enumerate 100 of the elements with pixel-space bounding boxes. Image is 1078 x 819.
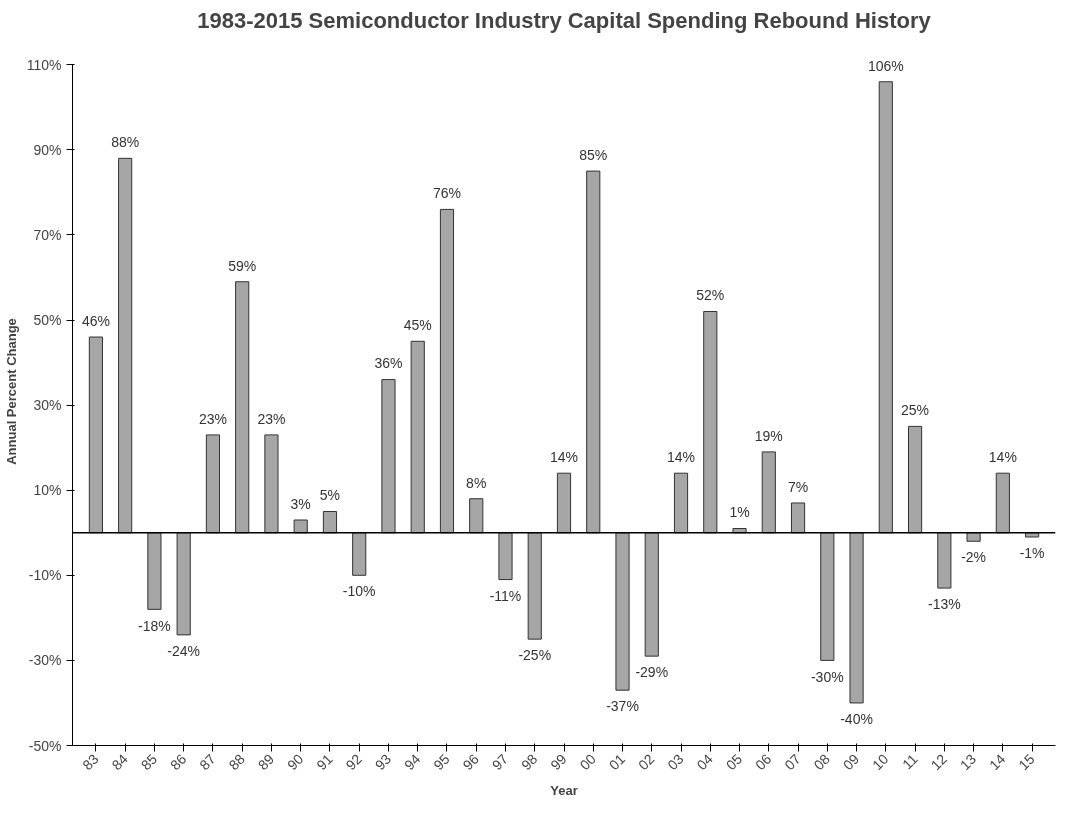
y-tick-label: 70%: [33, 226, 62, 243]
bar: [820, 532, 835, 661]
bar: [644, 532, 659, 657]
x-tick-label: 07: [781, 750, 804, 774]
x-tick-label: 08: [810, 750, 834, 774]
x-tick-label: 10: [869, 750, 892, 774]
x-tick-label: 96: [459, 750, 483, 774]
data-label: -40%: [840, 711, 873, 728]
y-tick-label: -10%: [28, 567, 62, 584]
data-label: -1%: [1019, 545, 1045, 562]
data-label: 5%: [319, 487, 341, 504]
bar: [615, 532, 630, 691]
x-tick-label: 09: [839, 750, 863, 774]
y-tick-label: 30%: [33, 397, 62, 414]
data-label: 88%: [111, 134, 140, 151]
x-tick-label: 01: [605, 750, 629, 774]
x-tick-label: 85: [137, 750, 161, 774]
x-tick-label: 04: [693, 750, 717, 774]
data-label: 1%: [729, 504, 750, 521]
x-tick-label: 97: [488, 750, 512, 774]
x-tick-label: 00: [576, 750, 600, 774]
bar: [527, 532, 542, 640]
x-tick-label: 05: [722, 750, 746, 774]
x-axis-title: Year: [550, 782, 578, 798]
bar: [118, 157, 133, 534]
x-tick-label: 86: [167, 750, 190, 774]
y-tick-label: -30%: [28, 652, 62, 669]
data-label: 7%: [787, 478, 809, 495]
data-label: -18%: [138, 617, 171, 634]
x-tick-label: 02: [635, 750, 658, 774]
data-label: -2%: [961, 549, 987, 566]
bar: [703, 311, 718, 534]
data-label: 52%: [696, 287, 725, 304]
y-tick-label: 90%: [33, 141, 62, 158]
x-tick-label: 88: [225, 750, 248, 774]
x-tick-label: 14: [986, 750, 1009, 774]
data-label: 85%: [579, 146, 608, 163]
x-tick-label: 06: [752, 750, 775, 774]
data-label: -10%: [342, 583, 376, 600]
bar: [147, 532, 162, 610]
bar: [937, 532, 952, 589]
bar: [293, 519, 308, 534]
bar: [205, 434, 221, 534]
bar: [88, 336, 103, 534]
data-label: 14%: [549, 449, 579, 466]
x-tick-label: 98: [518, 750, 541, 774]
x-tick-label: 84: [108, 750, 131, 774]
x-tick-label: 99: [547, 750, 570, 774]
y-tick-label: 50%: [33, 312, 62, 329]
data-label: -11%: [489, 587, 522, 604]
x-tick-label: 92: [342, 750, 366, 774]
data-label: 106%: [867, 57, 904, 74]
data-label: 14%: [667, 449, 696, 466]
data-label: -29%: [635, 664, 669, 681]
data-label: 76%: [432, 185, 461, 202]
data-label: -37%: [606, 698, 639, 715]
data-label: 25%: [901, 402, 930, 419]
data-label: 46%: [81, 312, 110, 329]
x-tick-label: 95: [430, 750, 453, 774]
data-label: 23%: [257, 410, 286, 427]
x-tick-label: 89: [254, 750, 278, 774]
data-label: 14%: [988, 449, 1017, 466]
x-tick-label: 11: [899, 750, 921, 773]
x-tick-label: 12: [927, 750, 951, 774]
data-label: -25%: [518, 647, 552, 664]
bar: [761, 451, 776, 534]
data-label: 3%: [290, 495, 311, 512]
bar: [439, 208, 455, 534]
bar: [907, 425, 923, 534]
bar: [322, 510, 338, 534]
bar: [235, 281, 250, 534]
data-label: 23%: [198, 410, 227, 427]
y-tick-label: 10%: [33, 482, 62, 499]
data-label: 45%: [403, 317, 432, 334]
bar: [264, 434, 279, 534]
x-tick-label: 90: [284, 750, 307, 774]
data-label: 8%: [466, 474, 487, 491]
bar: [381, 379, 396, 534]
bar: [995, 472, 1010, 534]
x-tick-label: 93: [371, 750, 395, 774]
y-tick-label: -50%: [28, 737, 62, 754]
bar: [410, 340, 425, 534]
data-label: -13%: [927, 596, 961, 613]
y-axis-title: Annual Percent Change: [3, 318, 19, 465]
bar: [176, 532, 191, 636]
bar: [469, 498, 484, 534]
data-label: 59%: [228, 257, 257, 274]
data-label: 19%: [754, 427, 783, 444]
chart-title: 1983-2015 Semiconductor Industry Capital Spending Rebound History: [197, 7, 932, 33]
bar: [849, 532, 864, 704]
bar: [498, 532, 513, 581]
bar: [586, 170, 601, 534]
y-tick-label: 110%: [26, 56, 62, 73]
bar: [556, 472, 572, 534]
x-tick-label: 03: [664, 750, 687, 774]
bar: [790, 502, 806, 534]
bar: [878, 81, 893, 534]
x-tick-label: 83: [79, 750, 102, 774]
bar: [673, 472, 689, 534]
bar: [352, 532, 367, 576]
